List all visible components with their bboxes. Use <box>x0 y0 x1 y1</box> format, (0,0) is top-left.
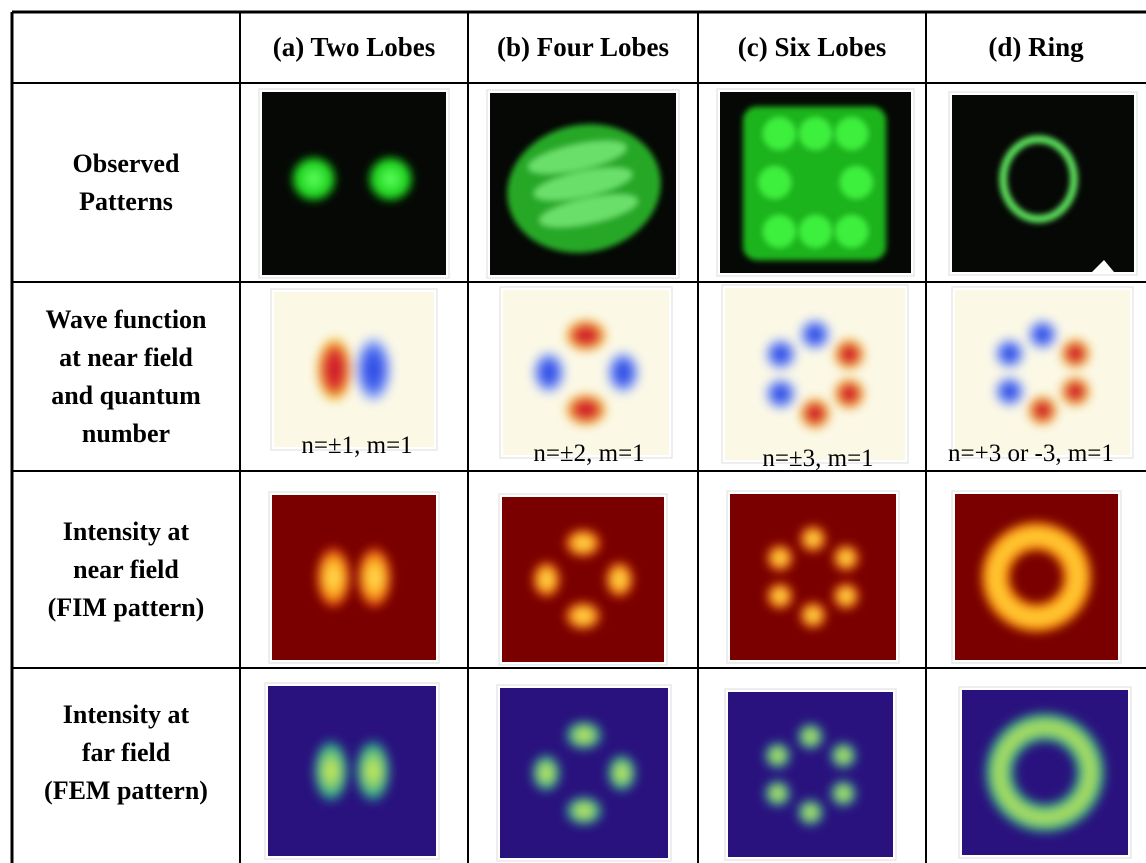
lobe <box>604 560 635 600</box>
image-background <box>268 686 436 856</box>
lobe <box>315 335 354 405</box>
lobe <box>1059 337 1091 369</box>
quantum-number-caption: n=±1, m=1 <box>234 431 480 461</box>
row-label: Intensity at far field (FEM pattern) <box>12 668 240 838</box>
pattern-image <box>499 494 667 665</box>
lobe <box>796 798 825 827</box>
lobe <box>1059 375 1091 407</box>
lobe <box>763 779 792 808</box>
lobe <box>354 737 393 806</box>
pattern-image <box>500 287 672 458</box>
image-background <box>728 692 893 857</box>
lobe <box>758 166 791 199</box>
lobe <box>563 528 603 559</box>
image-background <box>500 688 668 858</box>
lobe <box>829 741 858 770</box>
pattern-image <box>271 289 437 450</box>
lobe <box>312 737 351 806</box>
image-background <box>725 288 905 460</box>
lobe <box>355 544 393 611</box>
pattern-image <box>269 492 439 663</box>
lobe <box>563 795 604 827</box>
row-label: Wave function at near field and quantum … <box>12 282 240 471</box>
lobe <box>532 350 567 394</box>
lobe <box>994 337 1026 369</box>
column-header: (d) Ring <box>926 12 1146 83</box>
lobe <box>831 543 860 572</box>
lobe <box>796 722 825 751</box>
lobe <box>833 338 866 371</box>
lobe <box>530 752 562 793</box>
pattern-image <box>952 491 1121 663</box>
quantum-number-caption: n=±2, m=1 <box>463 439 715 469</box>
lobe <box>354 335 393 405</box>
lobe <box>831 581 860 610</box>
lobe <box>764 338 797 371</box>
lobe <box>835 117 868 150</box>
page: {"table": { "columns": ["(a) Two Lobes",… <box>0 0 1146 863</box>
pattern-image <box>265 683 439 859</box>
lobe <box>829 779 858 808</box>
lobe <box>835 215 868 248</box>
lobe <box>563 719 604 751</box>
pattern-image <box>952 287 1133 458</box>
lobe <box>765 581 794 610</box>
pattern-image <box>949 92 1137 275</box>
pattern-image <box>959 687 1131 858</box>
image-background <box>955 494 1118 660</box>
lobe <box>798 524 827 553</box>
lobe <box>840 166 873 199</box>
quantum-number-caption: n=+3 or -3, m=1 <box>945 439 1146 469</box>
lobe <box>798 397 831 430</box>
lobe <box>563 600 603 631</box>
image-background <box>272 495 436 660</box>
pattern-image <box>725 689 896 860</box>
image-background <box>955 290 1130 455</box>
lobe <box>994 375 1026 407</box>
pattern-image <box>497 685 671 861</box>
lobe <box>798 318 831 351</box>
lobe <box>763 741 792 770</box>
lobe <box>799 117 832 150</box>
lobe <box>833 377 866 410</box>
column-header: (b) Four Lobes <box>468 12 698 83</box>
lobe <box>763 215 796 248</box>
row-label: Observed Patterns <box>12 83 240 282</box>
pattern-image <box>487 90 679 278</box>
lobe <box>764 377 797 410</box>
pattern-image <box>259 89 449 278</box>
lobe <box>606 350 641 394</box>
lobe <box>1026 394 1058 426</box>
quantum-number-caption: n=±3, m=1 <box>685 444 951 474</box>
lobe <box>531 560 562 600</box>
lobe <box>763 117 796 150</box>
lobe <box>606 752 638 793</box>
image-background <box>952 95 1134 272</box>
lobe <box>765 543 794 572</box>
lobe <box>314 544 352 611</box>
pattern-image <box>727 491 899 663</box>
column-header: (c) Six Lobes <box>698 12 926 83</box>
lobe <box>286 151 341 206</box>
lobe <box>1026 319 1058 351</box>
lobe <box>363 151 418 206</box>
lobe <box>798 600 827 629</box>
pattern-image <box>717 89 914 276</box>
lobe <box>799 215 832 248</box>
observed-pattern <box>743 106 886 260</box>
pattern-image <box>722 285 908 463</box>
image-background <box>503 290 669 455</box>
image-background <box>502 497 664 662</box>
lobe <box>564 392 608 427</box>
lobe <box>564 318 608 353</box>
row-label: Intensity at near field (FIM pattern) <box>12 471 240 668</box>
column-header: (a) Two Lobes <box>240 12 468 83</box>
image-background <box>730 494 896 660</box>
